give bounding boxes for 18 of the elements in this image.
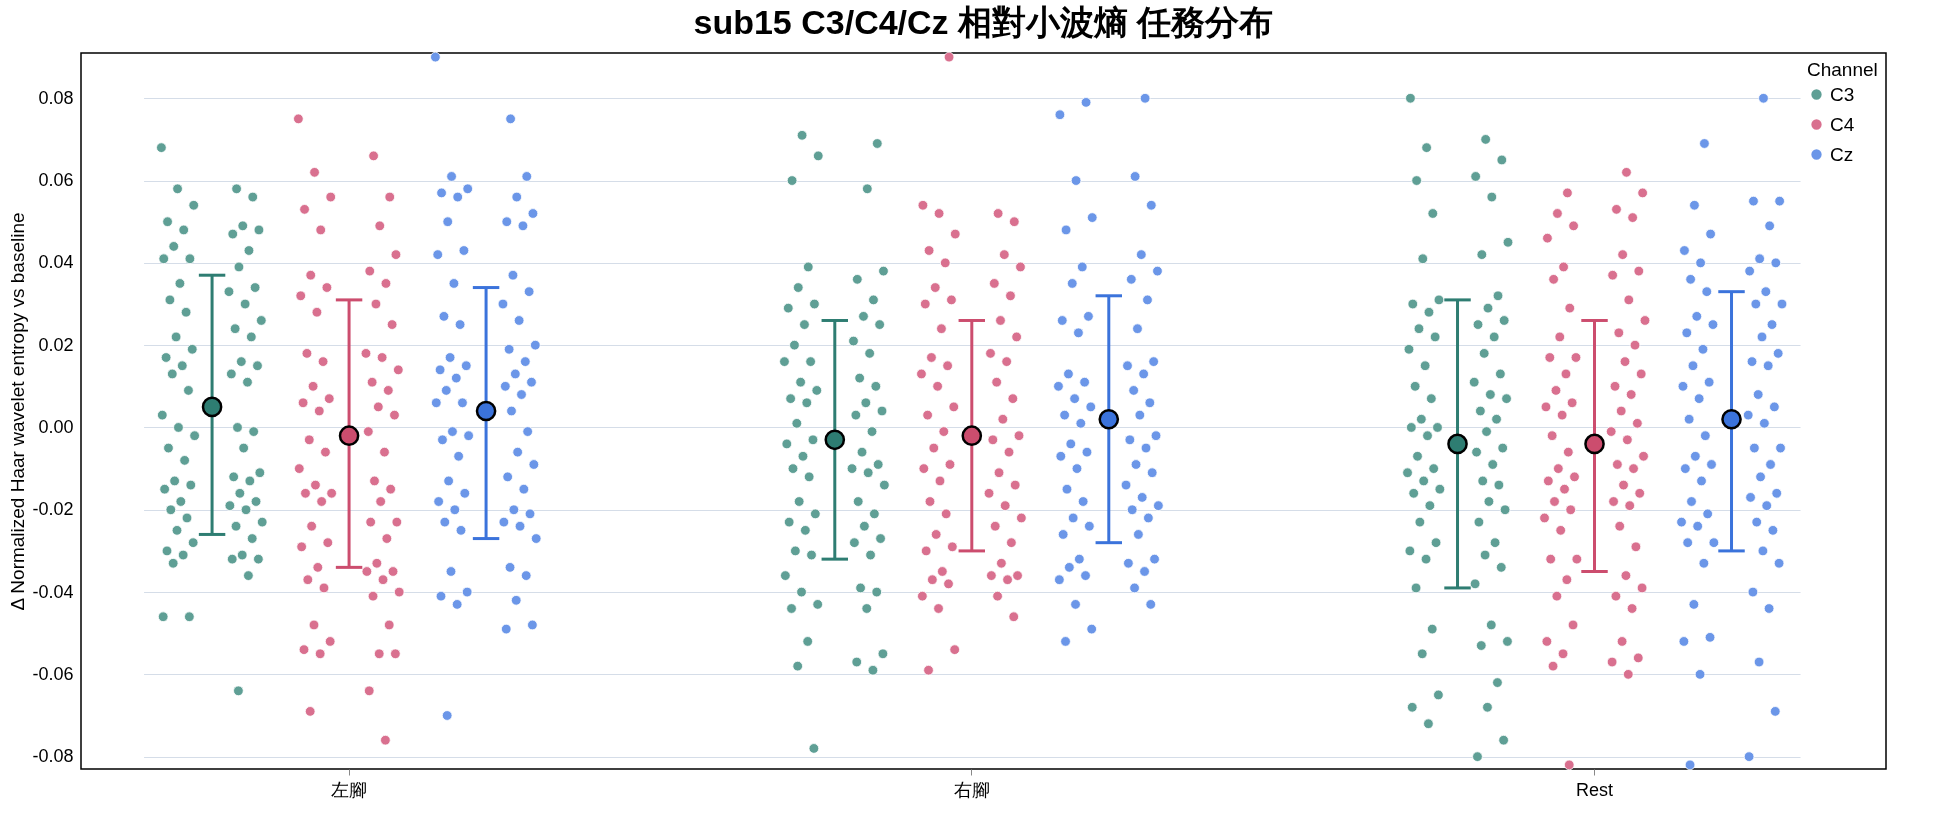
chart-title: sub15 C3/C4/Cz 相對小波熵 任務分布 <box>693 2 1274 41</box>
y-tick-label: 0.06 <box>38 170 74 191</box>
y-tick-label: -0.06 <box>32 663 74 684</box>
x-tick-label: Rest <box>1576 779 1614 800</box>
x-tick-label: 左腳 <box>331 779 368 800</box>
y-tick-label: -0.08 <box>32 746 74 767</box>
legend-label: C4 <box>1830 113 1855 135</box>
x-tick-label: 右腳 <box>953 779 990 800</box>
y-tick-label: 0.04 <box>38 252 74 273</box>
y-tick-label: 0.08 <box>38 87 74 108</box>
y-tick-label: -0.04 <box>32 581 74 602</box>
legend-title: Channel <box>1807 59 1878 80</box>
y-axis-title: Δ Normalized Haar wavelet entropy vs baseline <box>7 212 29 611</box>
legend-label: C3 <box>1830 83 1855 105</box>
legend-label: Cz <box>1830 143 1854 165</box>
y-tick-label: 0.02 <box>38 334 74 355</box>
y-tick-label: -0.02 <box>32 499 74 520</box>
y-tick-label: 0.00 <box>38 416 74 437</box>
